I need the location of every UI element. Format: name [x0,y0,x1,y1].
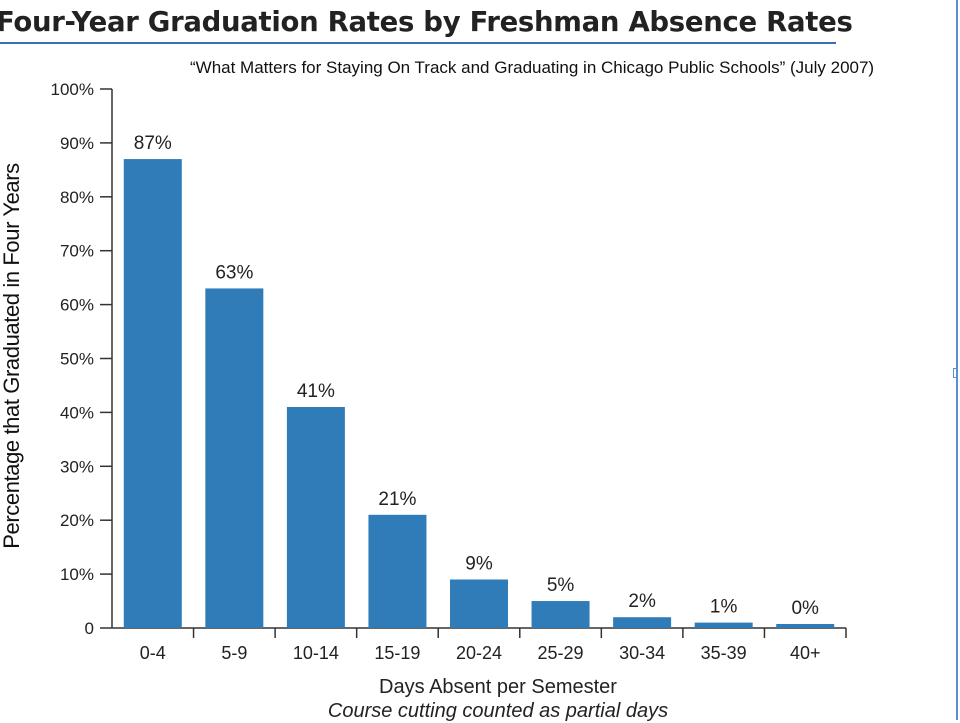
y-tick-label: 90% [60,134,94,153]
bar-40+ [776,624,835,628]
data-label-25-29: 5% [547,575,575,596]
y-tick-label: 60% [60,296,94,315]
x-axis: 0-4 5-9 10-14 15-19 20-24 25-29 30-34 35-39 40+ [112,627,847,663]
chart-title: Four-Year Graduation Rates by Freshman A… [0,6,853,38]
x-tick-label-10-14: 10-14 [293,643,339,663]
data-label-35-39: 1% [710,597,738,618]
x-tick-label-5-9: 5-9 [221,643,247,663]
chart-subtitle: “What Matters for Staying On Track and G… [190,58,875,77]
data-label-10-14: 41% [297,381,335,402]
x-tick-label-15-19: 15-19 [374,643,420,663]
x-tick-label-20-24: 20-24 [456,643,502,663]
bar-30-34 [613,617,672,628]
bars [123,159,835,628]
y-tick-label: 100% [51,80,94,99]
x-tick-label-30-34: 30-34 [619,643,665,663]
x-tick-label-25-29: 25-29 [538,643,584,663]
data-label-30-34: 2% [628,591,656,612]
right-edge-bracket [953,368,956,378]
right-edge-rule [956,0,958,720]
y-axis: 0 10% 20% 30% 40% 50% 60% 70% 80% 90% 100% [51,80,113,638]
y-tick-label: 10% [60,565,94,584]
data-labels: 87% 63% 41% 21% 9% 5% 2% 1% 0% [134,133,819,619]
bar-10-14 [286,407,345,628]
data-label-15-19: 21% [378,489,416,510]
y-tick-label: 70% [60,242,94,261]
y-tick-label: 80% [60,188,94,207]
title-underline [0,42,836,44]
bar-15-19 [368,514,427,628]
bar-5-9 [205,288,264,628]
x-axis-note: Course cutting counted as partial days [327,700,669,722]
x-tick-label-40+: 40+ [790,643,821,663]
y-tick-label: 50% [60,350,94,369]
y-tick-label: 30% [60,457,94,476]
y-tick-label: 20% [60,511,94,530]
x-tick-label-35-39: 35-39 [701,643,747,663]
data-label-40+: 0% [791,598,819,619]
y-tick-label: 40% [60,403,94,422]
bar-20-24 [450,579,508,628]
bar-25-29 [531,601,590,628]
x-tick-label-0-4: 0-4 [140,643,166,663]
bar-0-4 [123,159,182,628]
data-label-20-24: 9% [465,553,493,574]
y-tick-label: 0 [85,619,94,638]
data-label-5-9: 63% [215,262,253,283]
data-label-0-4: 87% [134,133,172,154]
bar-35-39 [694,622,753,628]
x-axis-label: Days Absent per Semester [379,676,617,698]
